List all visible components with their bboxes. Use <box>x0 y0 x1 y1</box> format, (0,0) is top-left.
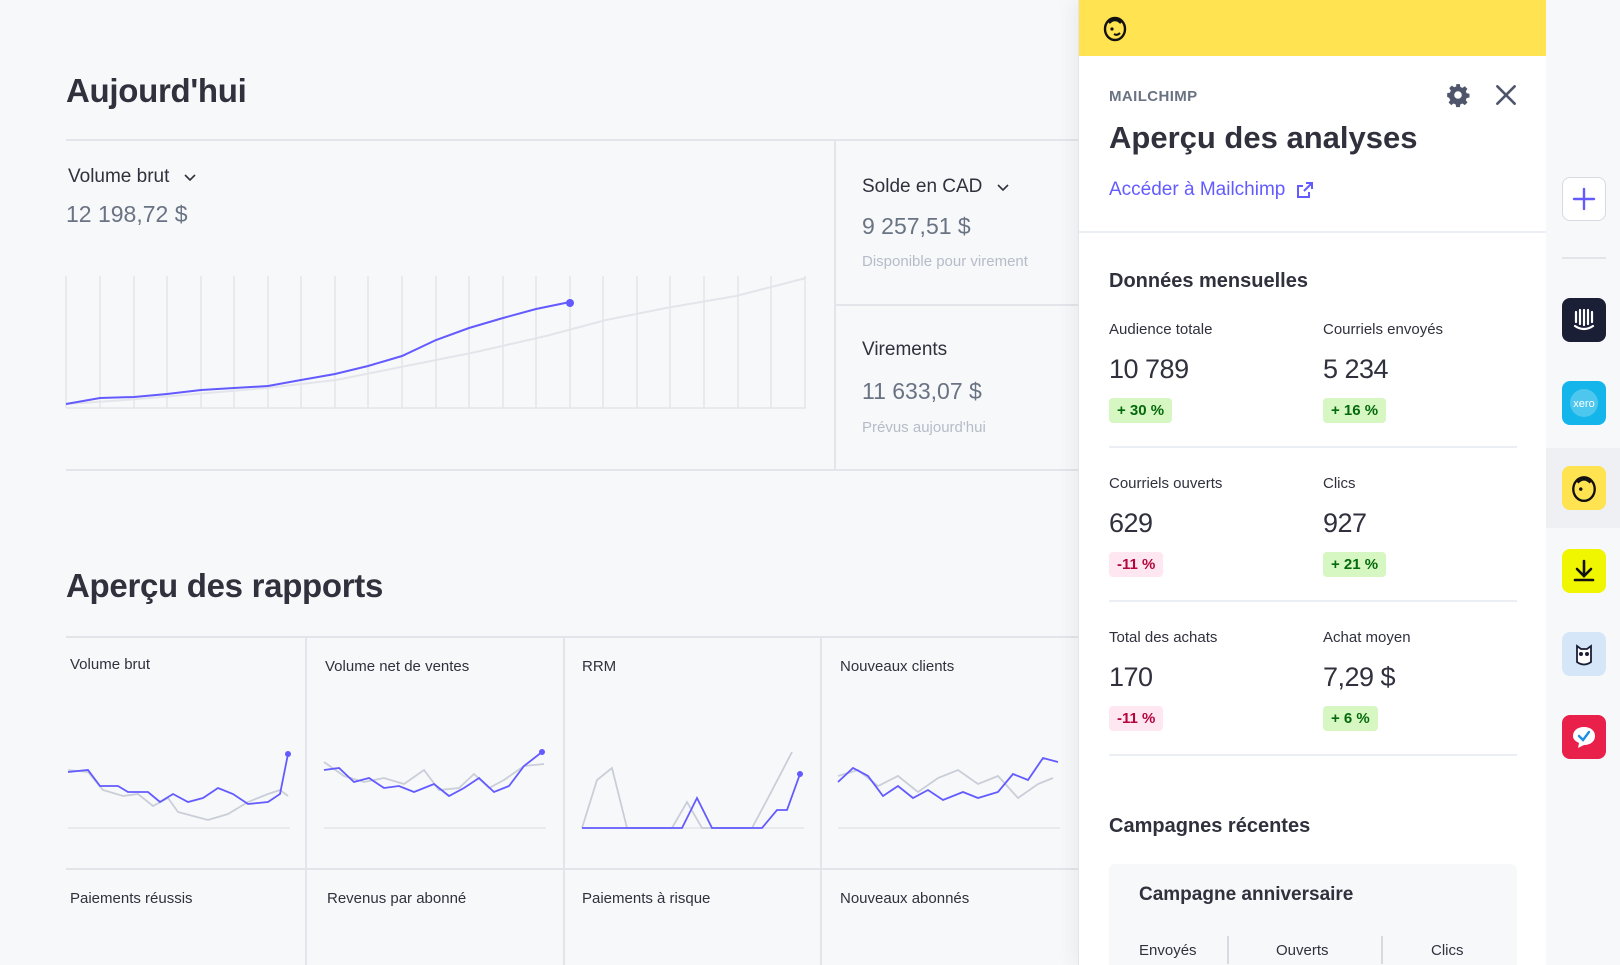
current-period-line <box>65 301 571 405</box>
xero-icon: xero <box>1570 389 1598 417</box>
current-point <box>566 299 574 307</box>
mailchimp-panel: MAILCHIMP Aperçu des analyses Accéder à … <box>1078 0 1546 965</box>
intercom-icon <box>1573 308 1595 331</box>
campaign-col-opened: Ouverts <box>1276 942 1329 959</box>
divider <box>1109 754 1517 756</box>
gross-volume-label: Volume brut <box>68 166 170 187</box>
campaign-title: Campagne anniversaire <box>1139 884 1354 905</box>
report-sparkline <box>581 751 804 829</box>
plus-icon <box>1572 187 1596 211</box>
stat-label: Clics <box>1323 475 1356 492</box>
report-title[interactable]: Revenus par abonné <box>327 890 467 907</box>
panel-kicker: MAILCHIMP <box>1109 88 1198 105</box>
panel-header-bar <box>1079 0 1546 56</box>
divider <box>66 868 1078 870</box>
stat-label: Courriels envoyés <box>1323 321 1444 338</box>
previous-period-line <box>65 277 807 405</box>
stat-change-badge: -11 % <box>1109 706 1164 731</box>
report-title[interactable]: RRM <box>582 658 617 675</box>
divider <box>820 636 822 965</box>
divider <box>66 469 1078 471</box>
dashboard: Aujourd'hui Volume brut 12 198,72 $ Sold… <box>65 72 1078 965</box>
app-download[interactable] <box>1562 549 1606 593</box>
stat-label: Total des achats <box>1109 629 1218 646</box>
divider <box>1381 936 1383 964</box>
divider <box>1109 600 1517 602</box>
balance-sub: Disponible pour virement <box>862 253 1028 270</box>
divider <box>1227 936 1229 964</box>
chevron-down-icon <box>997 184 1009 192</box>
panel-title: Aperçu des analyses <box>1109 120 1418 155</box>
close-icon[interactable] <box>1493 82 1519 108</box>
stat-value: 629 <box>1109 508 1153 538</box>
stat-change-badge: + 16 % <box>1323 398 1387 423</box>
app-mailchimp[interactable] <box>1562 466 1606 510</box>
owl-icon <box>1576 644 1592 666</box>
mailchimp-logo-icon <box>1103 16 1127 42</box>
app-owl[interactable] <box>1562 632 1606 676</box>
reports-title: Aperçu des rapports <box>66 567 384 604</box>
payouts-label: Virements <box>862 339 948 360</box>
stat-value: 170 <box>1109 662 1153 692</box>
divider <box>66 139 1078 141</box>
external-link-icon <box>1297 182 1314 198</box>
payouts-value: 11 633,07 $ <box>862 378 982 404</box>
campaign-card[interactable]: Campagne anniversaire Envoyés Ouverts Cl… <box>1109 864 1517 965</box>
app-intercom[interactable] <box>1562 298 1606 342</box>
stat-value: 10 789 <box>1109 354 1189 384</box>
stat-value: 7,29 $ <box>1323 662 1396 692</box>
stat-label: Courriels ouverts <box>1109 475 1223 492</box>
campaign-col-sent: Envoyés <box>1139 942 1197 959</box>
download-icon <box>1573 559 1595 582</box>
chart-grid <box>65 276 806 409</box>
report-sparkline <box>67 751 291 829</box>
gear-icon[interactable] <box>1445 82 1471 108</box>
divider <box>305 636 307 965</box>
stat-change-badge: + 30 % <box>1109 398 1173 423</box>
app-chat-check[interactable] <box>1562 715 1606 759</box>
today-title: Aujourd'hui <box>66 72 247 109</box>
stat-value: 927 <box>1323 508 1367 538</box>
open-mailchimp-label: Accéder à Mailchimp <box>1109 179 1286 200</box>
report-title[interactable]: Nouveaux clients <box>840 658 955 675</box>
divider <box>1562 257 1606 259</box>
report-sparkline <box>323 749 546 829</box>
gross-volume-selector[interactable]: Volume brut <box>68 166 197 188</box>
svg-text:xero: xero <box>1573 398 1594 410</box>
campaign-col-clicks: Clics <box>1431 942 1464 959</box>
payouts-sub: Prévus aujourd'hui <box>862 419 986 436</box>
app-rail: xero <box>1546 0 1620 965</box>
stat-label: Achat moyen <box>1323 629 1411 646</box>
stat-change-badge: -11 % <box>1109 552 1164 577</box>
stat-label: Audience totale <box>1109 321 1213 338</box>
stat-value: 5 234 <box>1323 354 1389 384</box>
recent-campaigns-title: Campagnes récentes <box>1109 815 1311 837</box>
divider <box>1079 231 1546 233</box>
chevron-down-icon <box>184 174 196 182</box>
report-title[interactable]: Paiements réussis <box>70 890 193 907</box>
balance-selector[interactable]: Solde en CAD <box>862 176 1010 198</box>
app-xero[interactable]: xero <box>1562 381 1606 425</box>
divider <box>66 636 1078 638</box>
balance-value: 9 257,51 $ <box>862 213 971 239</box>
report-title[interactable]: Volume net de ventes <box>325 658 470 675</box>
open-mailchimp-link[interactable]: Accéder à Mailchimp <box>1109 179 1315 201</box>
gross-volume-value: 12 198,72 $ <box>66 201 188 227</box>
report-title[interactable]: Paiements à risque <box>582 890 711 907</box>
divider <box>1109 446 1517 448</box>
monthly-title: Données mensuelles <box>1109 270 1308 292</box>
gross-volume-chart <box>65 276 807 409</box>
report-sparkline <box>837 756 1060 829</box>
add-app-button[interactable] <box>1562 177 1606 221</box>
stat-change-badge: + 21 % <box>1323 552 1387 577</box>
mailchimp-icon <box>1572 476 1596 503</box>
divider <box>834 304 1078 306</box>
divider <box>563 636 565 965</box>
balance-label: Solde en CAD <box>862 176 983 197</box>
chat-check-icon <box>1573 727 1595 748</box>
report-title[interactable]: Volume brut <box>70 656 151 673</box>
report-title[interactable]: Nouveaux abonnés <box>840 890 970 907</box>
stat-change-badge: + 6 % <box>1323 706 1378 731</box>
